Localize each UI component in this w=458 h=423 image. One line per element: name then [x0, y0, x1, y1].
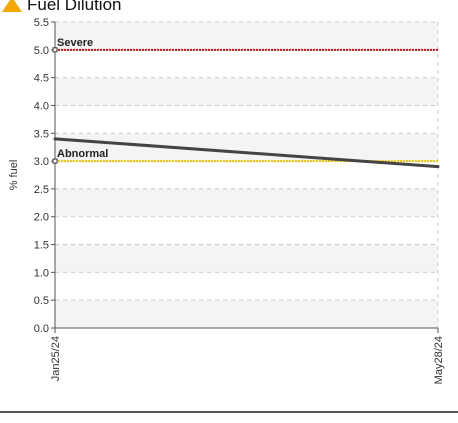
y-tick-label: 0.0: [34, 323, 49, 335]
y-tick-label: 2.0: [34, 212, 49, 224]
series-line: [54, 137, 439, 169]
threshold-marker: [52, 47, 58, 53]
warning-triangle-icon: [2, 0, 22, 12]
y-tick-label: 1.0: [34, 267, 49, 279]
data-point: [53, 137, 57, 141]
y-tick-label: 0.5: [34, 295, 49, 307]
plot-band: [55, 272, 438, 301]
plot-band: [55, 300, 438, 328]
threshold-label-severe: Severe: [57, 37, 93, 49]
y-tick-label: 4.0: [34, 100, 49, 112]
x-tick-label: May28/24: [433, 336, 445, 384]
x-tick-label: Jan25/24: [50, 336, 62, 381]
plot-band: [55, 49, 438, 78]
threshold-label-abnormal: Abnormal: [57, 148, 108, 160]
y-axis-label: % fuel: [8, 160, 20, 191]
y-tick-label: 2.5: [34, 184, 49, 196]
plot-band: [55, 22, 438, 50]
plot-band: [55, 161, 438, 189]
y-tick-label: 3.5: [34, 128, 49, 140]
plot-band: [55, 105, 438, 134]
y-tick-label: 1.5: [34, 240, 49, 252]
threshold-marker: [52, 158, 58, 164]
y-tick-label: 4.5: [34, 73, 49, 85]
plot-band: [55, 77, 438, 106]
y-tick-label: 3.0: [34, 156, 49, 168]
plot-band: [55, 244, 438, 273]
data-point: [436, 165, 440, 169]
plot-band: [55, 188, 438, 217]
chart-title: Fuel Dilution: [27, 0, 122, 14]
plot-band: [55, 216, 438, 245]
plot-band: [55, 133, 438, 162]
y-tick-label: 5.0: [34, 45, 49, 57]
y-tick-label: 5.5: [34, 17, 49, 29]
